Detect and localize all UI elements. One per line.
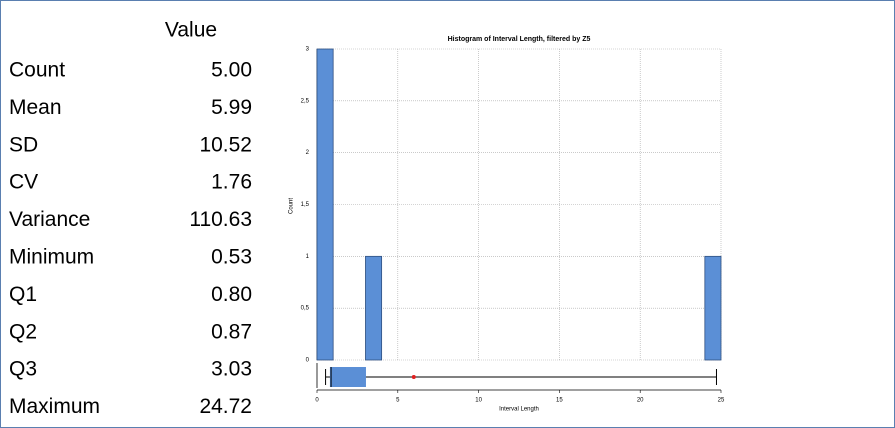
y-tick-label: 1	[306, 254, 310, 260]
row-label: SD	[9, 133, 38, 156]
table-header: Value	[165, 19, 217, 42]
row-value: 10.52	[199, 133, 252, 156]
x-tick-label: 15	[556, 398, 563, 404]
x-tick-label: 25	[718, 398, 725, 404]
y-tick-label: 3	[306, 47, 310, 53]
x-tick-label: 20	[637, 398, 644, 404]
row-label: Maximum	[9, 395, 100, 418]
x-tick-label: 5	[396, 398, 400, 404]
row-value: 0.53	[211, 246, 252, 269]
row-label: Count	[9, 59, 65, 82]
row-value: 3.03	[211, 358, 252, 381]
row-value: 0.87	[211, 320, 252, 343]
row-label: Minimum	[9, 246, 94, 269]
row-value: 5.99	[211, 96, 252, 119]
row-label: Mean	[9, 96, 62, 119]
y-tick-label: 2	[306, 150, 310, 156]
row-label: Q2	[9, 320, 37, 343]
bar	[365, 255, 383, 361]
y-tick-label: 0	[306, 358, 310, 364]
row-value: 0.80	[211, 283, 252, 306]
y-axis-label: Count	[289, 198, 295, 214]
x-axis-label: Interval Length	[499, 407, 539, 413]
row-label: CV	[9, 171, 38, 194]
y-tick-label: 0,5	[301, 306, 310, 312]
y-tick-label: 2,5	[301, 98, 310, 104]
chart-title: Histogram of Interval Length, filtered b…	[448, 36, 591, 43]
row-value: 1.76	[211, 171, 252, 194]
x-tick-label: 10	[475, 398, 482, 404]
row-value: 110.63	[189, 208, 252, 231]
y-tick-label: 1,5	[301, 202, 310, 208]
bar	[316, 48, 334, 361]
row-label: Q1	[9, 283, 37, 306]
row-label: Q3	[9, 358, 37, 381]
row-label: Variance	[9, 208, 90, 231]
mean-marker	[411, 375, 416, 379]
box	[329, 367, 366, 387]
bar	[704, 255, 722, 361]
x-tick-label: 0	[315, 398, 319, 404]
row-value: 24.72	[199, 395, 252, 418]
row-value: 5.00	[211, 59, 252, 82]
